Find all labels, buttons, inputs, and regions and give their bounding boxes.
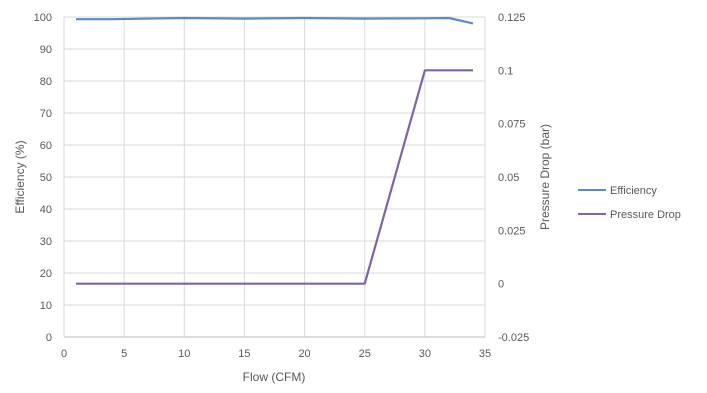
right-tick-label: 0.025 (498, 225, 526, 237)
right-tick-label: 0.1 (498, 65, 513, 77)
right-tick-label: 0 (498, 279, 504, 291)
legend-label-pressure-drop: Pressure Drop (610, 209, 681, 221)
left-tick-label: 10 (40, 300, 52, 312)
left-tick-label: 50 (40, 172, 52, 184)
x-tick-label: 35 (479, 348, 491, 360)
x-axis-title: Flow (CFM) (243, 370, 306, 384)
gridlines (63, 16, 486, 338)
left-tick-label: 100 (34, 12, 52, 24)
left-tick-label: 70 (40, 108, 52, 120)
x-axis-ticks: 0 5 10 15 20 25 30 35 (61, 348, 491, 360)
series-layer (76, 16, 474, 285)
left-tick-label: 20 (40, 268, 52, 280)
legend-label-efficiency: Efficiency (610, 185, 657, 197)
left-tick-label: 60 (40, 140, 52, 152)
right-tick-label: 0.075 (498, 119, 526, 131)
right-axis-title: Pressure Drop (bar) (538, 124, 552, 230)
x-tick-label: 15 (238, 348, 250, 360)
x-tick-label: 25 (359, 348, 371, 360)
right-tick-label: 0.05 (498, 172, 519, 184)
left-tick-label: 30 (40, 236, 52, 248)
pressure-drop-line (76, 69, 473, 285)
efficiency-line (76, 16, 474, 25)
right-tick-label: -0.025 (498, 332, 529, 344)
left-tick-label: 80 (40, 76, 52, 88)
right-tick-label: 0.125 (498, 12, 526, 24)
left-tick-label: 90 (40, 44, 52, 56)
x-tick-label: 10 (178, 348, 190, 360)
x-tick-label: 20 (298, 348, 310, 360)
x-tick-label: 0 (61, 348, 67, 360)
left-axis-title: Efficiency (%) (13, 140, 27, 213)
left-axis-ticks: 0 10 20 30 40 50 60 70 80 90 100 (34, 12, 52, 344)
right-axis-ticks: -0.025 0 0.025 0.05 0.075 0.1 0.125 (498, 12, 529, 344)
left-tick-label: 0 (46, 332, 52, 344)
x-tick-label: 5 (121, 348, 127, 360)
x-tick-label: 30 (419, 348, 431, 360)
legend: Efficiency Pressure Drop (578, 185, 681, 221)
left-tick-label: 40 (40, 204, 52, 216)
